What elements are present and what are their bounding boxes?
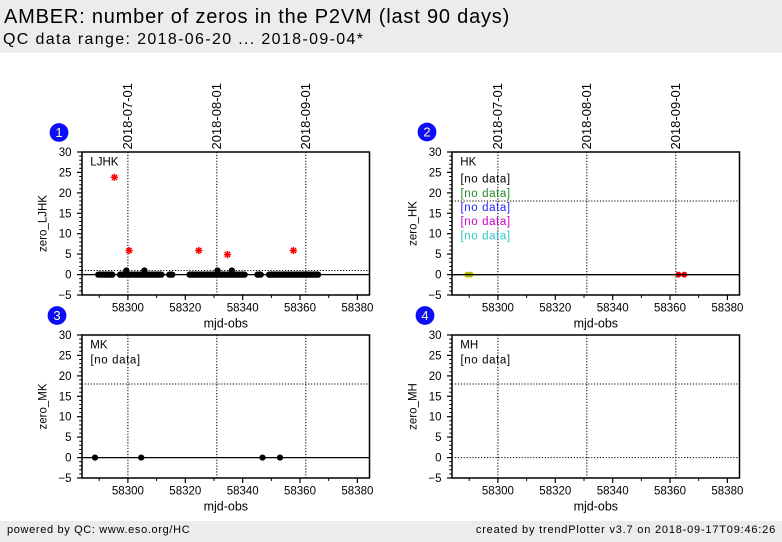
svg-text:10: 10 — [429, 229, 442, 241]
svg-text:15: 15 — [59, 208, 72, 220]
svg-text:25: 25 — [59, 350, 72, 362]
svg-text:58300: 58300 — [482, 486, 514, 498]
svg-text:[no data]: [no data] — [461, 230, 511, 242]
svg-text:2018-07-01: 2018-07-01 — [120, 83, 135, 150]
svg-text:58360: 58360 — [284, 303, 316, 315]
svg-text:5: 5 — [435, 249, 441, 261]
svg-text:58380: 58380 — [341, 303, 373, 315]
svg-text:58320: 58320 — [169, 303, 201, 315]
svg-text:zero_LJHK: zero_LJHK — [38, 195, 50, 252]
svg-text:58380: 58380 — [711, 303, 743, 315]
svg-text:[no data]: [no data] — [91, 355, 141, 367]
svg-text:58360: 58360 — [284, 486, 316, 498]
svg-text:58380: 58380 — [711, 486, 743, 498]
svg-text:58380: 58380 — [341, 486, 373, 498]
svg-text:1: 1 — [55, 125, 62, 140]
svg-text:30: 30 — [59, 147, 72, 159]
svg-text:58340: 58340 — [227, 486, 259, 498]
svg-text:10: 10 — [59, 412, 72, 424]
svg-text:zero_MK: zero_MK — [38, 383, 50, 429]
svg-text:LJHK: LJHK — [90, 157, 118, 169]
svg-text:58340: 58340 — [597, 303, 629, 315]
svg-text:[no data]: [no data] — [461, 202, 511, 214]
svg-text:mjd-obs: mjd-obs — [574, 500, 618, 514]
svg-text:58320: 58320 — [539, 303, 571, 315]
svg-text:2018-08-01: 2018-08-01 — [579, 83, 594, 150]
svg-text:−5: −5 — [428, 473, 441, 485]
svg-text:20: 20 — [59, 371, 72, 383]
svg-text:[no data]: [no data] — [461, 355, 511, 367]
svg-text:mjd-obs: mjd-obs — [204, 500, 248, 514]
svg-text:5: 5 — [65, 432, 71, 444]
svg-text:−5: −5 — [428, 290, 441, 302]
svg-text:58320: 58320 — [169, 486, 201, 498]
svg-text:[no data]: [no data] — [461, 174, 511, 186]
svg-text:zero_HK: zero_HK — [408, 201, 420, 246]
svg-text:0: 0 — [65, 270, 71, 282]
svg-text:HK: HK — [460, 157, 476, 169]
svg-text:0: 0 — [65, 453, 71, 465]
svg-text:−5: −5 — [58, 290, 71, 302]
svg-text:2018-09-01: 2018-09-01 — [298, 83, 313, 150]
svg-text:2: 2 — [423, 125, 430, 140]
svg-text:20: 20 — [59, 188, 72, 200]
svg-text:58300: 58300 — [112, 303, 144, 315]
svg-text:2018-09-01: 2018-09-01 — [668, 83, 683, 150]
svg-text:15: 15 — [429, 208, 442, 220]
svg-text:25: 25 — [429, 167, 442, 179]
svg-text:3: 3 — [53, 308, 60, 323]
svg-text:4: 4 — [421, 308, 428, 323]
svg-text:MK: MK — [90, 340, 108, 352]
svg-text:25: 25 — [59, 167, 72, 179]
svg-text:58340: 58340 — [227, 303, 259, 315]
svg-text:0: 0 — [435, 453, 441, 465]
svg-text:10: 10 — [59, 229, 72, 241]
svg-text:10: 10 — [429, 412, 442, 424]
svg-text:−5: −5 — [58, 473, 71, 485]
svg-text:58360: 58360 — [654, 486, 686, 498]
svg-text:30: 30 — [429, 147, 442, 159]
svg-text:30: 30 — [429, 330, 442, 342]
svg-text:zero_MH: zero_MH — [408, 383, 420, 430]
svg-text:25: 25 — [429, 350, 442, 362]
svg-text:2018-07-01: 2018-07-01 — [490, 83, 505, 150]
svg-text:2018-08-01: 2018-08-01 — [209, 83, 224, 149]
svg-text:20: 20 — [429, 188, 442, 200]
svg-text:MH: MH — [460, 340, 478, 352]
svg-text:58300: 58300 — [482, 303, 514, 315]
svg-text:58300: 58300 — [112, 486, 144, 498]
svg-text:5: 5 — [65, 249, 71, 261]
svg-text:5: 5 — [435, 432, 441, 444]
svg-text:30: 30 — [59, 330, 72, 342]
svg-text:58360: 58360 — [654, 303, 686, 315]
svg-text:15: 15 — [59, 391, 72, 403]
svg-text:[no data]: [no data] — [461, 188, 511, 200]
svg-text:15: 15 — [429, 391, 442, 403]
svg-text:mjd-obs: mjd-obs — [574, 317, 618, 331]
svg-text:58340: 58340 — [597, 486, 629, 498]
svg-text:58320: 58320 — [539, 486, 571, 498]
svg-text:[no data]: [no data] — [461, 216, 511, 228]
svg-text:mjd-obs: mjd-obs — [204, 317, 248, 331]
svg-text:20: 20 — [429, 371, 442, 383]
svg-text:0: 0 — [435, 270, 441, 282]
